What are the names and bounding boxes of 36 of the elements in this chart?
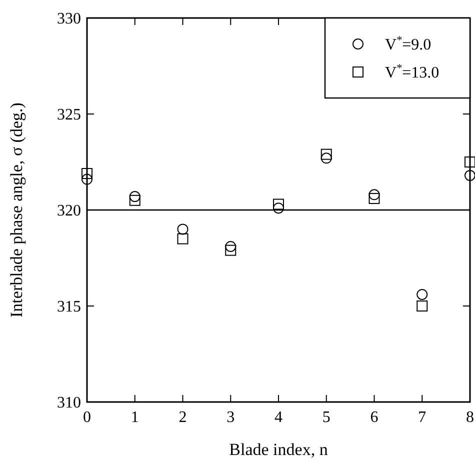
point — [273, 198, 284, 210]
y-tick-label: 310 — [57, 394, 81, 412]
y-tick-label: 320 — [57, 202, 81, 220]
point — [129, 191, 140, 202]
point — [177, 233, 188, 244]
point — [82, 174, 92, 185]
x-tick-label: 7 — [418, 409, 426, 426]
point — [416, 300, 428, 312]
point — [273, 202, 284, 214]
point — [177, 224, 188, 235]
x-tick-label: 6 — [370, 409, 378, 426]
point — [225, 240, 236, 252]
x-tick-label: 4 — [274, 409, 282, 426]
y-tick-label: 330 — [57, 10, 81, 28]
point — [416, 288, 428, 300]
x-tick-label: 2 — [178, 409, 187, 426]
x-axis-title: Blade index, n — [229, 440, 328, 459]
point — [368, 192, 380, 204]
point — [129, 194, 140, 206]
y-tick-label: 325 — [57, 106, 81, 124]
point — [464, 156, 475, 168]
legend-label: V$^{*}$=9.0 — [385, 34, 432, 54]
point — [368, 189, 380, 200]
point — [464, 170, 475, 181]
y-axis-title: Interblade phase angle, σ (deg.) — [7, 102, 26, 318]
x-tick-label: 5 — [322, 409, 330, 426]
x-tick-label: 8 — [466, 409, 474, 426]
point — [225, 244, 236, 256]
point — [82, 168, 92, 180]
x-tick-label: 3 — [226, 409, 235, 426]
point — [320, 148, 332, 160]
legend-label: V$^{*}$=13.0 — [385, 62, 440, 82]
x-tick-label: 1 — [130, 409, 139, 426]
x-tick-label: 0 — [83, 409, 91, 426]
point — [320, 152, 332, 164]
y-tick-label: 315 — [57, 298, 81, 316]
